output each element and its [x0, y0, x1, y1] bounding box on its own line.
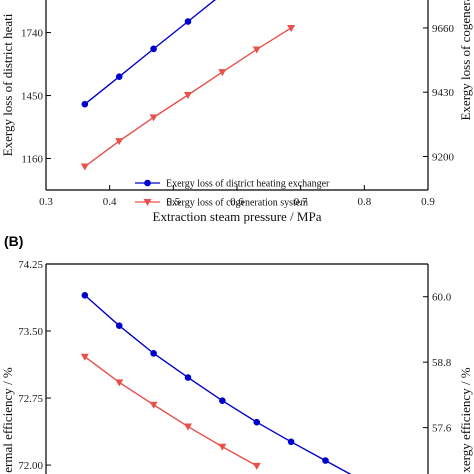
- x-tick-label: 0.3: [39, 196, 53, 208]
- panel-a-x-axis-label: Extraction steam pressure / MPa: [153, 209, 322, 224]
- data-point-circle: [322, 457, 329, 464]
- y-tick-label-right: 60.0: [432, 292, 452, 304]
- y-tick-label-left: 1450: [21, 91, 44, 103]
- data-point-circle: [81, 291, 89, 299]
- data-point-circle: [287, 438, 295, 446]
- x-tick-label: 0.7: [294, 196, 308, 208]
- data-point-circle: [150, 350, 157, 357]
- y-tick-label-right: 57.6: [432, 423, 452, 435]
- data-point-triangle: [183, 92, 192, 99]
- data-point-triangle: [115, 379, 124, 387]
- data-point-circle: [81, 100, 89, 108]
- y-tick-label-left: 1740: [21, 28, 44, 40]
- panel-b-label: (B): [4, 233, 23, 249]
- data-point-triangle: [287, 24, 296, 32]
- data-point-circle: [184, 374, 192, 381]
- x-tick-label: 0.5: [166, 196, 180, 208]
- y-tick-label-left: 72.75: [18, 393, 43, 405]
- data-point-triangle: [80, 163, 89, 171]
- data-point-triangle: [149, 114, 158, 122]
- x-tick-label: 0.4: [103, 196, 117, 208]
- legend-marker-cogeneration: [143, 199, 152, 206]
- panel-b-y-ticks-left: 72.00 72.75 73.50 74.25: [18, 259, 51, 472]
- x-tick-label: 0.9: [421, 196, 435, 208]
- data-point-triangle: [252, 46, 261, 54]
- y-tick-label-left: 72.00: [18, 460, 43, 472]
- panel-a-y-axis-label-right: Exergy loss of cogenera: [458, 0, 473, 121]
- y-tick-label-right: 9200: [432, 151, 455, 163]
- series-line-blue: [84, 0, 216, 105]
- panel-a-series: [80, 0, 296, 171]
- panel-b-y-axis-label-right: xergy efficiency / %: [458, 367, 473, 472]
- data-point-triangle: [183, 423, 192, 431]
- data-point-circle: [184, 18, 192, 25]
- data-point-triangle: [218, 69, 227, 77]
- data-point-triangle: [149, 401, 158, 409]
- legend-label-district-heating: Exergy loss of district heating exchange…: [166, 179, 330, 190]
- data-point-circle: [115, 73, 123, 80]
- x-tick-label: 0.6: [230, 196, 244, 208]
- y-tick-label-right: 58.8: [432, 357, 452, 369]
- y-tick-label-left: 1160: [21, 154, 43, 166]
- data-point-triangle: [115, 138, 124, 146]
- panel-a-y-ticks-left: 1160 1450 1740: [21, 28, 51, 166]
- data-point-circle: [219, 397, 226, 405]
- y-tick-label-left: 73.50: [18, 326, 43, 338]
- panel-a-y-axis-label-left: Exergy loss of district heati: [0, 13, 15, 156]
- y-tick-label-right: 9660: [432, 23, 455, 35]
- panel-a-x-ticks: 0.3 0.4 0.5 0.6 0.7 0.8 0.9: [39, 185, 435, 208]
- panel-b-y-ticks-right: 57.6 58.8 60.0: [423, 292, 452, 435]
- data-point-circle: [115, 322, 123, 329]
- data-point-triangle: [80, 353, 89, 361]
- panel-b-y-axis-label-left: ermal efficiency / %: [0, 367, 15, 473]
- panel-a-y-ticks-right: 9200 9430 9660: [423, 23, 455, 163]
- data-point-circle: [253, 418, 261, 426]
- data-point-triangle: [218, 443, 227, 451]
- series-line-red: [84, 356, 258, 467]
- legend-label-cogeneration: Exergy loss of cogeneration system: [166, 198, 308, 209]
- legend-marker-district-heating: [144, 179, 151, 187]
- data-point-triangle: [252, 462, 261, 470]
- panel-a-legend: Exergy loss of district heating exchange…: [135, 179, 330, 209]
- panel-b: (B) 72.00 72.75 73.50 74.25 57.6 58.8 60.0 er…: [0, 233, 473, 474]
- y-tick-label-right: 9430: [432, 87, 455, 99]
- y-tick-label-left: 74.25: [18, 259, 43, 271]
- panel-b-series: [80, 291, 352, 474]
- x-tick-label: 0.8: [357, 196, 371, 208]
- data-point-circle: [150, 45, 157, 53]
